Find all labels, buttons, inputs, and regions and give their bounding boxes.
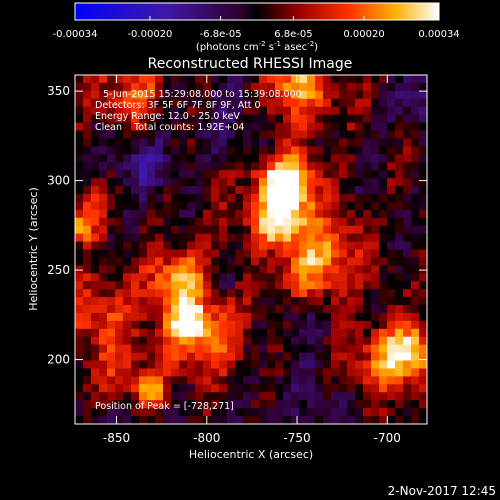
x-tick-label: -700 xyxy=(374,431,401,445)
y-tick-label: 200 xyxy=(47,353,70,367)
colorbar-tick-label: 0.00020 xyxy=(343,29,384,40)
x-axis-label: Heliocentric X (arcsec) xyxy=(189,448,313,461)
annotation-time-range: 5-Jun-2015 15:29:08.000 to 15:39:08.000 xyxy=(103,89,302,100)
footer-date: 2-Nov-2017 12:45 xyxy=(388,484,496,498)
colorbar-tick-label: -0.00034 xyxy=(53,29,98,40)
annotations: 5-Jun-2015 15:29:08.000 to 15:39:08.000 … xyxy=(95,89,302,412)
annotation-peak-position: Position of Peak = [-728,271] xyxy=(95,401,234,412)
plot-frame xyxy=(74,74,428,425)
y-axis-label: Heliocentric Y (arcsec) xyxy=(27,187,40,311)
y-tick-label: 300 xyxy=(47,174,70,188)
x-tick-label: -850 xyxy=(103,431,130,445)
chart-title: Reconstructed RHESSI Image xyxy=(148,56,353,72)
x-axis: -850 -800 -750 -700 xyxy=(103,75,401,445)
colorbar-tick-label: 6.8e-05 xyxy=(274,29,312,40)
annotation-counts: Clean Total counts: 1.92E+04 xyxy=(95,122,244,133)
colorbar-unit-label: (photons cm-2 s-1 asec-2) xyxy=(196,40,318,53)
colorbar-tick-label: -0.00020 xyxy=(127,29,172,40)
x-tick-label: -750 xyxy=(283,431,310,445)
y-tick-label: 250 xyxy=(47,263,70,277)
colorbar-gradient xyxy=(75,3,439,20)
colorbar-tick-label: -6.8e-05 xyxy=(200,29,242,40)
annotation-detectors: Detectors: 3F 5F 6F 7F 8F 9F, Att 0 xyxy=(95,100,261,111)
annotation-energy-range: Energy Range: 12.0 - 25.0 keV xyxy=(95,111,240,122)
heatmap-image xyxy=(75,75,427,424)
y-tick-label: 350 xyxy=(47,84,70,98)
colorbar: -0.00034 -0.00020 -6.8e-05 6.8e-05 0.00020 0.… xyxy=(53,2,460,53)
colorbar-tick-label: 0.00034 xyxy=(418,29,459,40)
y-axis: 200 250 300 350 xyxy=(47,84,427,367)
x-tick-label: -800 xyxy=(193,431,220,445)
colorbar-frame xyxy=(74,2,440,21)
colorbar-ticks: -0.00034 -0.00020 -6.8e-05 6.8e-05 0.00020 0.… xyxy=(53,16,460,40)
